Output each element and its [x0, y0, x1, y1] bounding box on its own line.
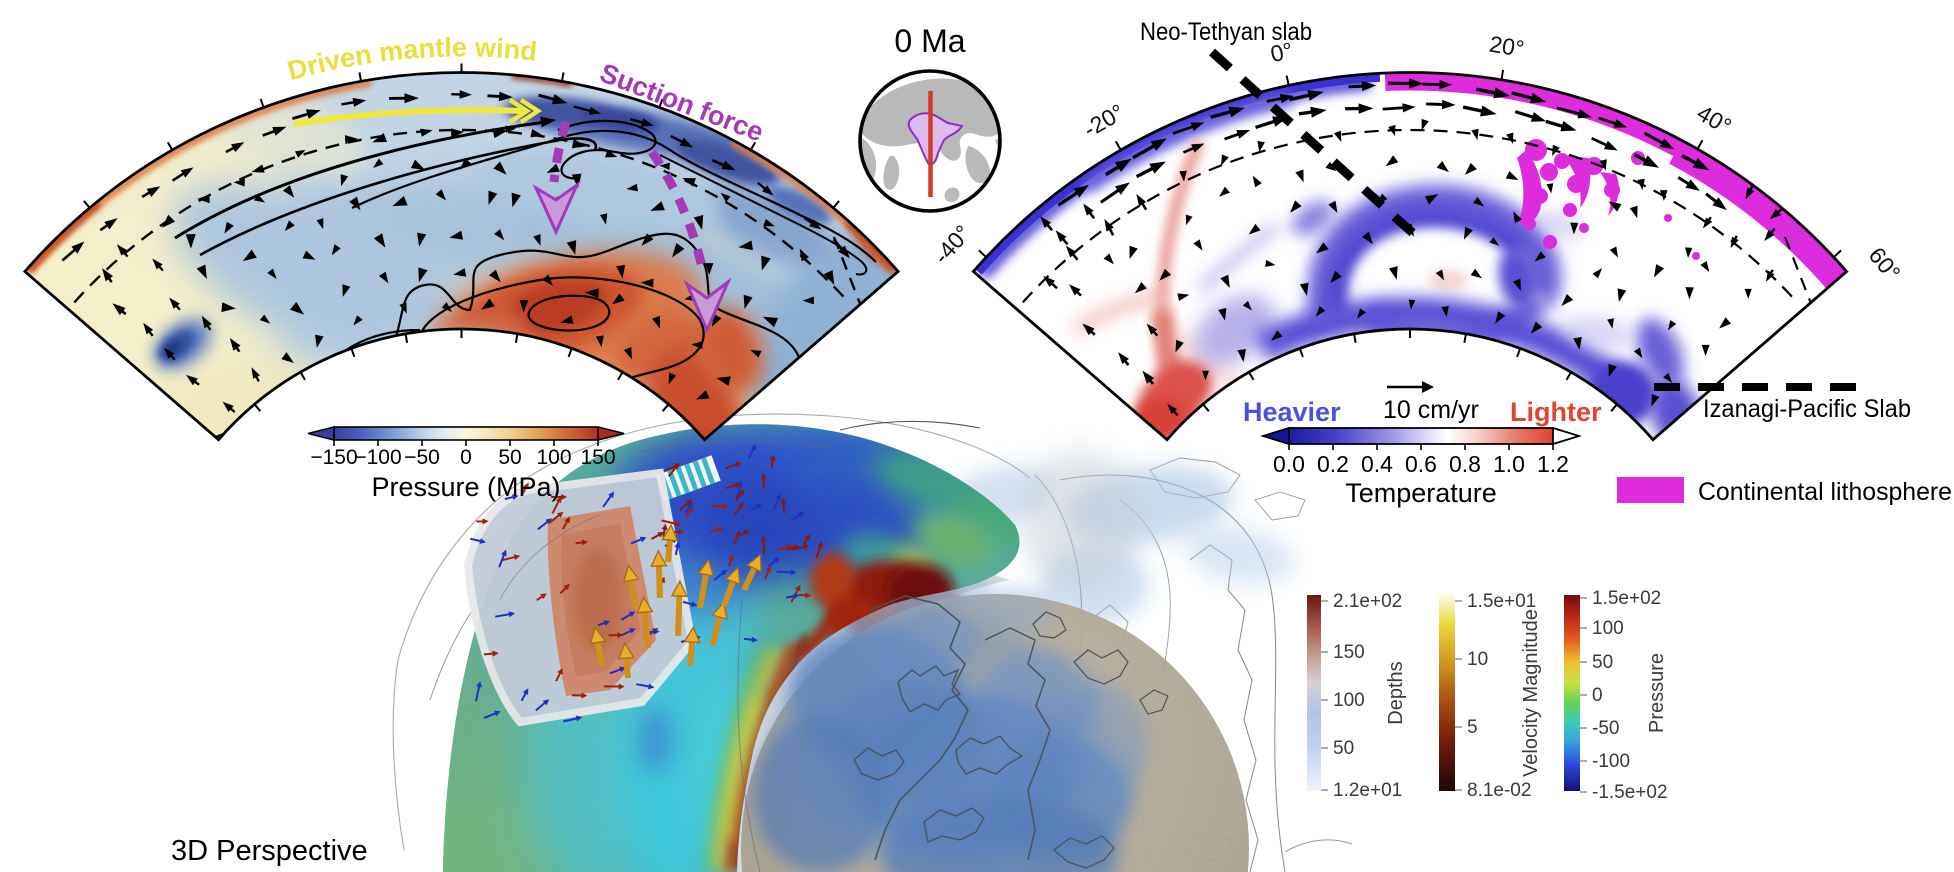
svg-text:Pressure (MPa): Pressure (MPa)	[371, 472, 560, 502]
svg-text:0: 0	[460, 446, 472, 469]
svg-text:50: 50	[1333, 738, 1354, 759]
svg-text:5: 5	[1467, 717, 1478, 738]
svg-text:0.2: 0.2	[1317, 451, 1349, 477]
svg-text:1.5e+02: 1.5e+02	[1592, 588, 1661, 609]
svg-text:8.1e-02: 8.1e-02	[1467, 780, 1531, 801]
svg-text:-50: -50	[1592, 718, 1619, 739]
svg-text:0 Ma: 0 Ma	[894, 23, 965, 59]
svg-text:0°: 0°	[1268, 37, 1295, 67]
svg-text:-100: -100	[1592, 751, 1630, 772]
svg-text:Temperature: Temperature	[1345, 478, 1497, 508]
svg-text:20°: 20°	[1488, 31, 1526, 62]
svg-text:Velocity Magnitude: Velocity Magnitude	[1520, 609, 1542, 777]
svg-text:Continental lithosphere: Continental lithosphere	[1698, 478, 1952, 506]
svg-text:Neo-Tethyan slab: Neo-Tethyan slab	[1140, 18, 1312, 46]
svg-text:Lighter: Lighter	[1510, 397, 1602, 427]
svg-text:10: 10	[1467, 649, 1488, 670]
svg-text:1.2e+01: 1.2e+01	[1333, 780, 1402, 801]
svg-text:Pressure: Pressure	[1646, 653, 1668, 733]
svg-text:10 cm/yr: 10 cm/yr	[1383, 396, 1479, 424]
svg-text:1.5e+01: 1.5e+01	[1467, 591, 1536, 612]
svg-text:0.6: 0.6	[1405, 451, 1437, 477]
svg-text:50: 50	[1592, 652, 1613, 673]
svg-text:3D Perspective: 3D Perspective	[171, 835, 368, 867]
svg-text:1.2: 1.2	[1537, 451, 1569, 477]
svg-text:−100: −100	[354, 446, 401, 469]
svg-text:150: 150	[580, 446, 615, 469]
svg-text:2.1e+02: 2.1e+02	[1333, 591, 1402, 612]
svg-text:−150: −150	[310, 446, 357, 469]
svg-text:Izanagi-Pacific Slab: Izanagi-Pacific Slab	[1703, 395, 1911, 423]
svg-text:0.0: 0.0	[1273, 451, 1305, 477]
svg-text:150: 150	[1333, 642, 1365, 663]
svg-text:50: 50	[498, 446, 521, 469]
svg-text:100: 100	[536, 446, 571, 469]
svg-text:100: 100	[1592, 618, 1624, 639]
svg-text:0.4: 0.4	[1361, 451, 1393, 477]
svg-text:−50: −50	[404, 446, 440, 469]
svg-text:1.0: 1.0	[1493, 451, 1525, 477]
svg-text:100: 100	[1333, 690, 1365, 711]
svg-text:Heavier: Heavier	[1243, 397, 1341, 427]
svg-text:-1.5e+02: -1.5e+02	[1592, 782, 1668, 803]
svg-text:Depths: Depths	[1385, 661, 1407, 724]
svg-text:0: 0	[1592, 685, 1603, 706]
svg-text:0.8: 0.8	[1449, 451, 1481, 477]
